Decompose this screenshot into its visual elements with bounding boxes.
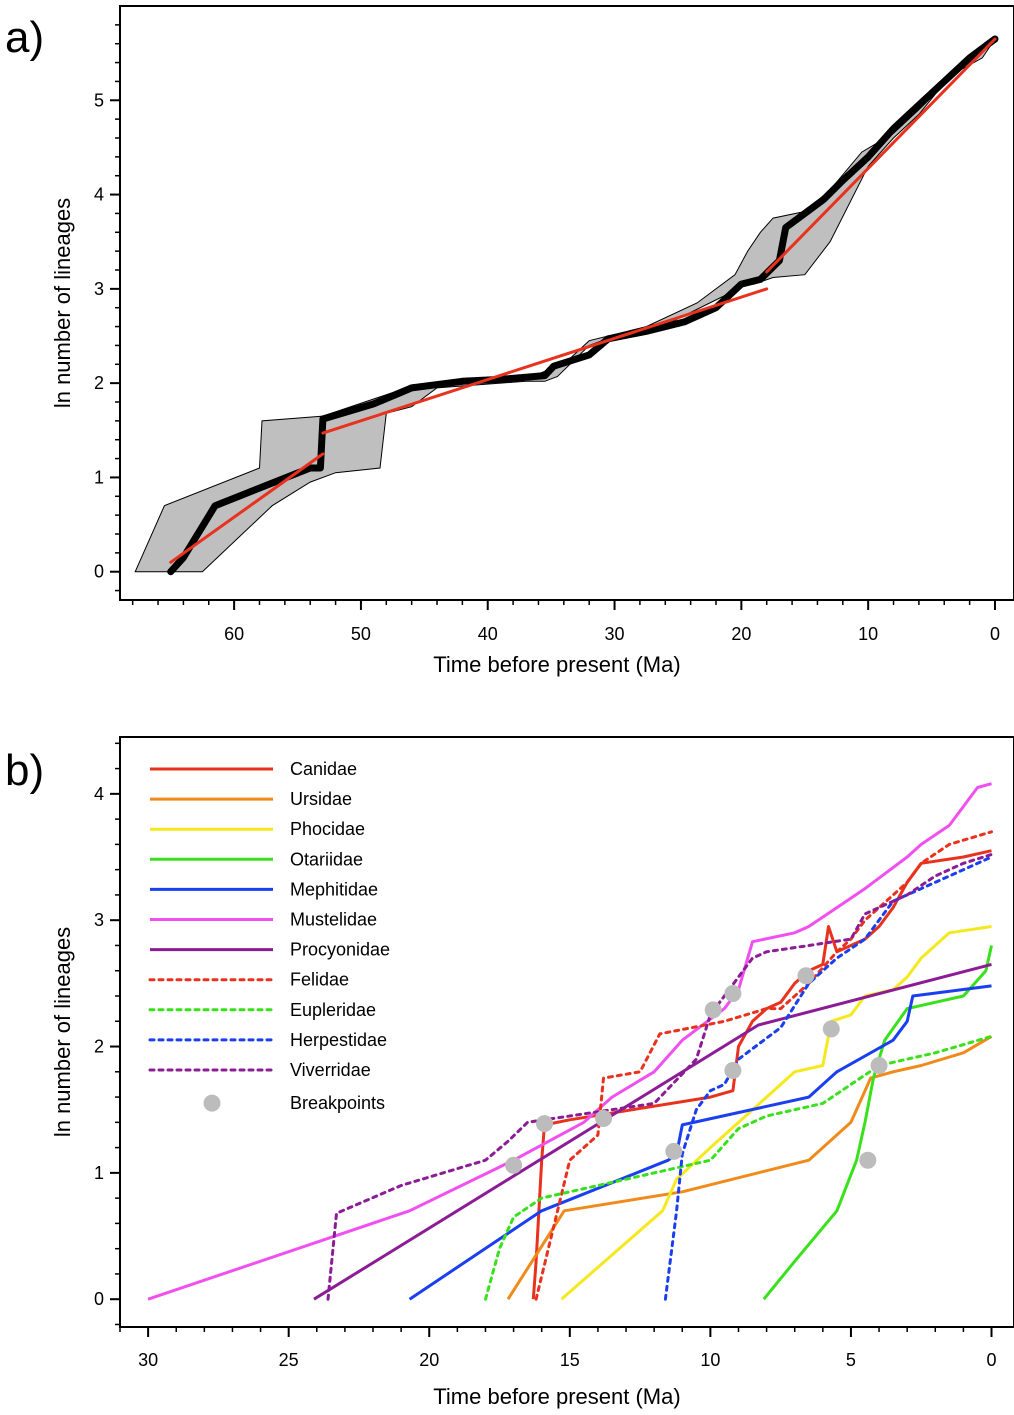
x-tick-label: 25 (279, 1350, 299, 1370)
legend-breakpoint-marker (203, 1094, 221, 1112)
series-line-ursidae (506, 1035, 993, 1301)
y-tick-label: 0 (94, 1289, 104, 1309)
x-axis-title: Time before present (Ma) (433, 1384, 680, 1409)
x-tick-label: 30 (605, 624, 625, 644)
x-tick-label: 50 (351, 624, 371, 644)
chart-panel-b: b) 30 25 20 15 10 5 0 0 1 2 3 4 Time before present (… (5, 736, 1014, 1409)
x-tick-label: 0 (987, 1350, 997, 1370)
legend-label: Canidae (290, 759, 357, 779)
legend-label: Breakpoints (290, 1093, 385, 1113)
breakpoint-marker (704, 1001, 722, 1019)
legend-label: Felidae (290, 970, 349, 990)
series-line-canidae (531, 849, 992, 1300)
breakpoint-marker (724, 984, 742, 1002)
breakpoint-marker (595, 1110, 613, 1128)
legend-label: Herpestidae (290, 1030, 387, 1050)
y-tick-label: 5 (94, 90, 104, 110)
breakpoint-marker (505, 1156, 523, 1174)
breakpoint-marker (724, 1062, 742, 1080)
series-line-mephitidae (408, 984, 992, 1301)
x-tick-label: 5 (846, 1350, 856, 1370)
breakpoint-marker (797, 967, 815, 985)
legend-label: Mephitidae (290, 879, 378, 899)
y-tick-label: 4 (94, 784, 104, 804)
y-tick-label: 0 (94, 562, 104, 582)
fit-line-1 (169, 452, 325, 564)
y-tick-label: 1 (94, 1163, 104, 1183)
legend-label: Procyonidae (290, 940, 390, 960)
y-tick-label: 2 (94, 1037, 104, 1057)
y-tick-label: 3 (94, 279, 104, 299)
breakpoint-marker (665, 1142, 683, 1160)
fit-line-3 (765, 37, 997, 274)
breakpoint-marker (870, 1056, 888, 1074)
panel-label: b) (5, 746, 44, 795)
series-line-viverridae (326, 853, 993, 1301)
x-axis-title: Time before present (Ma) (433, 652, 680, 677)
y-tick-label: 1 (94, 467, 104, 487)
x-tick-label: 15 (560, 1350, 580, 1370)
confidence-envelope (134, 38, 996, 573)
legend: Canidae Ursidae Phocidae Otariidae Mephitida… (148, 759, 390, 1113)
series-line-procyonidae (313, 962, 992, 1301)
panel-label: a) (5, 13, 44, 62)
ltt-line (167, 35, 999, 576)
fit-line-2 (321, 287, 769, 435)
series-line-eupleridae (484, 1034, 993, 1301)
series-line-herpestidae (663, 855, 993, 1301)
legend-label: Eupleridae (290, 1000, 376, 1020)
y-tick-label: 4 (94, 185, 104, 205)
series-line-felidae (534, 830, 993, 1301)
x-tick-label: 10 (858, 624, 878, 644)
x-tick-label: 40 (478, 624, 498, 644)
legend-label: Otariidae (290, 849, 363, 869)
x-tick-label: 30 (138, 1350, 158, 1370)
x-tick-label: 20 (419, 1350, 439, 1370)
chart-panel-a: a) 60 50 40 30 20 10 0 0 1 2 3 4 5 Time before present… (5, 5, 1014, 677)
x-tick-label: 60 (224, 624, 244, 644)
x-tick-label: 0 (990, 624, 1000, 644)
legend-label: Mustelidae (290, 910, 377, 930)
legend-label: Viverridae (290, 1060, 371, 1080)
y-axis-title: ln number of lineages (50, 927, 75, 1137)
plot-frame (119, 5, 1014, 601)
legend-label: Phocidae (290, 819, 365, 839)
breakpoint-marker (536, 1115, 554, 1133)
breakpoint-marker (859, 1151, 877, 1169)
y-tick-label: 3 (94, 910, 104, 930)
breakpoint-marker (822, 1020, 840, 1038)
y-axis-title: ln number of lineages (50, 198, 75, 408)
x-tick-label: 10 (700, 1350, 720, 1370)
series-line-mustelidae (147, 782, 992, 1301)
plot-frame (119, 736, 1014, 1328)
y-tick-label: 2 (94, 373, 104, 393)
x-tick-label: 20 (731, 624, 751, 644)
legend-label: Ursidae (290, 789, 352, 809)
